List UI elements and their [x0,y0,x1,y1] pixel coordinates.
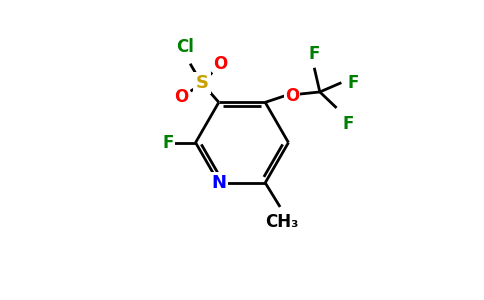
Text: O: O [213,55,228,73]
Text: O: O [285,87,299,105]
Text: F: F [162,134,173,152]
Text: Cl: Cl [176,38,194,56]
Text: F: F [342,116,353,134]
Text: N: N [212,174,227,192]
Text: F: F [309,45,320,63]
Text: S: S [196,74,209,92]
Text: F: F [348,74,359,92]
Text: CH₃: CH₃ [265,212,299,230]
Text: O: O [175,88,189,106]
